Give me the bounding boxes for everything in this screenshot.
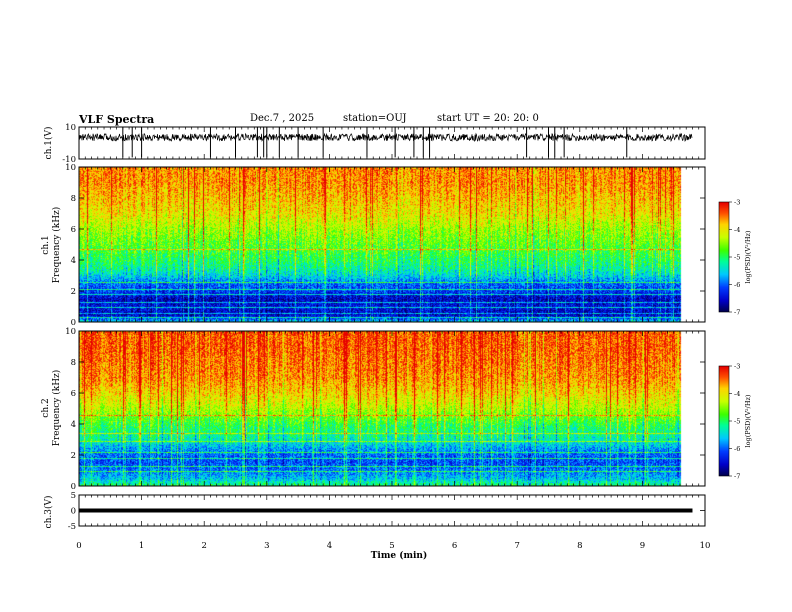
date-label: Dec.7 , 2025 [250, 113, 315, 124]
y-tick-label-s2-3: 6 [71, 389, 76, 399]
ch1-waveform-ylabel: ch.1(V) [43, 127, 54, 160]
y-tick-label-s1-0: 0 [71, 318, 76, 328]
y-tick-label-s1-1: 2 [71, 287, 76, 297]
x-tick-label-7: 7 [514, 541, 519, 551]
y-tick-label-w1-1: -10 [62, 155, 76, 165]
colorbar-tick-label-1-1: -4 [734, 226, 740, 234]
y-tick-label-s1-4: 8 [71, 194, 76, 204]
y-tick-label-s1-3: 6 [71, 225, 76, 235]
y-tick-label-w3-2: -5 [68, 522, 76, 532]
ch1-colorbar-image [719, 202, 729, 312]
x-tick-label-8: 8 [577, 541, 582, 551]
y-tick-label-s2-5: 10 [65, 327, 76, 337]
colorbar-tick-label-2-1: -4 [734, 390, 740, 398]
colorbar-tick-label-2-4: -7 [734, 473, 740, 481]
x-tick-label-5: 5 [389, 541, 394, 551]
ch2-spectrogram-ylabel-line2: Frequency (kHz) [51, 370, 62, 447]
ch2-spectrogram-image [79, 331, 693, 486]
ch2-colorbar-image [719, 366, 729, 476]
ch3-waveform-ylabel: ch.3(V) [43, 496, 54, 529]
x-tick-label-6: 6 [452, 541, 457, 551]
y-tick-label-s1-2: 4 [71, 256, 76, 266]
x-tick-label-2: 2 [201, 541, 206, 551]
colorbar-tick-label-1-4: -7 [734, 309, 740, 317]
y-tick-label-s2-2: 4 [71, 420, 76, 430]
y-tick-label-s2-4: 8 [71, 358, 76, 368]
ch2-spectrogram-ylabel-line1: ch.2 [41, 398, 51, 417]
ch1-colorbar-label: log(PSD)(V²/Hz) [744, 230, 752, 283]
x-tick-label-10: 10 [700, 541, 711, 551]
y-tick-label-w3-1: 0 [71, 507, 76, 517]
x-tick-label-4: 4 [327, 541, 332, 551]
ch2-colorbar-label: log(PSD)(V²/Hz) [744, 394, 752, 447]
x-tick-label-0: 0 [76, 541, 81, 551]
x-tick-label-3: 3 [264, 541, 269, 551]
ch1-spectrogram-image [79, 167, 693, 322]
y-tick-label-w1-0: 10 [65, 123, 76, 133]
colorbar-tick-label-1-2: -5 [734, 254, 740, 262]
colorbar-tick-label-1-3: -6 [734, 281, 740, 289]
ch1-spectrogram-ylabel-line2: Frequency (kHz) [51, 207, 62, 284]
x-tick-label-1: 1 [139, 541, 144, 551]
start-ut-label: start UT = 20: 20: 0 [437, 113, 539, 124]
colorbar-tick-label-2-2: -5 [734, 418, 740, 426]
colorbar-tick-label-1-0: -3 [734, 199, 740, 207]
station-label: station=OUJ [343, 113, 407, 124]
colorbar-tick-label-2-3: -6 [734, 445, 740, 453]
ch1-waveform-trace [78, 132, 693, 142]
y-tick-label-s1-5: 10 [65, 163, 76, 173]
y-tick-label-w3-0: 5 [71, 491, 76, 501]
ch1-spectrogram-ylabel-line1: ch.1 [41, 235, 51, 254]
figure-title: VLF Spectra [79, 113, 155, 126]
x-axis-label: Time (min) [371, 550, 428, 561]
y-tick-label-s2-1: 2 [71, 451, 76, 461]
x-tick-label-9: 9 [640, 541, 645, 551]
y-tick-label-s2-0: 0 [71, 482, 76, 492]
colorbar-tick-label-2-0: -3 [734, 363, 740, 371]
